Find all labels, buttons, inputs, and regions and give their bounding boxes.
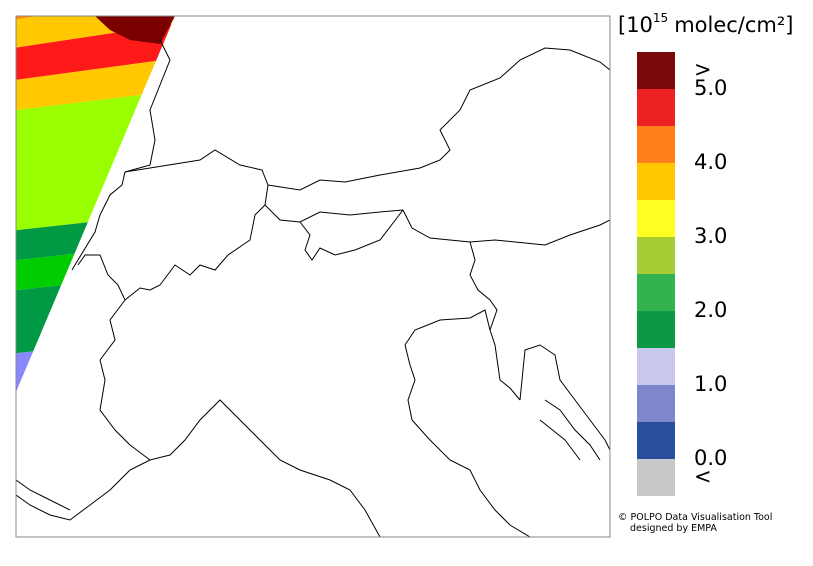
color-swatch bbox=[637, 311, 675, 348]
map-frame bbox=[15, 15, 611, 538]
border-line bbox=[16, 459, 151, 521]
coastline bbox=[404, 309, 491, 346]
color-swatch bbox=[637, 200, 675, 237]
credit-line: designed by EMPA bbox=[630, 523, 717, 534]
legend-tick-label: 4.0 bbox=[694, 150, 727, 174]
coastline bbox=[404, 344, 531, 537]
color-swatch bbox=[637, 348, 675, 385]
border-line bbox=[77, 204, 266, 301]
color-swatch bbox=[637, 52, 675, 89]
color-swatch bbox=[637, 274, 675, 311]
color-legend: 5.0 4.0 3.0 2.0 1.0 0.0 > < bbox=[637, 52, 727, 496]
coastline bbox=[539, 399, 601, 461]
color-swatch bbox=[637, 89, 675, 126]
border-line bbox=[469, 241, 521, 401]
border-line bbox=[124, 149, 610, 246]
map-outlines bbox=[16, 39, 610, 537]
legend-tick-label: 5.0 bbox=[694, 76, 727, 100]
legend-tick-label: 2.0 bbox=[694, 298, 727, 322]
legend-title-prefix: [10 bbox=[618, 13, 653, 37]
legend-tick-label: 3.0 bbox=[694, 224, 727, 248]
coastline bbox=[519, 344, 610, 451]
legend-under-label: < bbox=[694, 465, 712, 489]
color-swatch bbox=[637, 459, 675, 496]
color-swatch bbox=[637, 126, 675, 163]
color-swatch bbox=[637, 237, 675, 274]
border-line bbox=[267, 47, 610, 191]
swath-band bbox=[95, 16, 175, 44]
legend-title-suffix: molec/cm²] bbox=[674, 13, 793, 37]
color-swatch bbox=[637, 163, 675, 200]
color-swatch bbox=[637, 422, 675, 459]
credit-line: © POLPO Data Visualisation Tool bbox=[618, 512, 772, 523]
legend-tick-label: 1.0 bbox=[694, 372, 727, 396]
swath-band bbox=[16, 55, 175, 112]
legend-title-exponent: 15 bbox=[653, 11, 668, 25]
legend-title: [1015 molec/cm²] bbox=[618, 11, 794, 38]
coastline bbox=[16, 479, 71, 511]
legend-tick-label: 0.0 bbox=[694, 446, 727, 470]
legend-over-label: > bbox=[694, 58, 712, 82]
color-swatch bbox=[637, 385, 675, 422]
border-line bbox=[299, 209, 404, 261]
coastline bbox=[99, 299, 381, 537]
